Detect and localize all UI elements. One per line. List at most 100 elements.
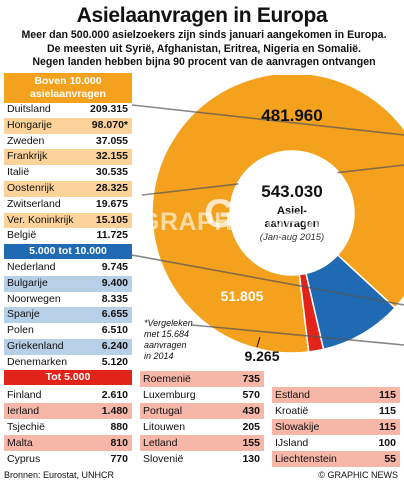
pie-chart: 543.030 Asiel-aanvragen (Jan-aug 2015) 481.… — [131, 72, 404, 364]
country-name: Frankrijk — [7, 150, 48, 163]
application-count: 28.325 — [95, 181, 128, 194]
table-row: Bulgarije 9.400 — [4, 275, 132, 292]
group-header-label: Boven 10.000 asielaanvragen — [30, 75, 106, 100]
center-note: (Jan-aug 2015) — [260, 232, 324, 243]
page-title: Asielaanvragen in Europa — [76, 4, 328, 27]
country-name: Portugal — [143, 405, 183, 417]
country-name: Polen — [7, 324, 34, 337]
application-count: 115 — [379, 421, 396, 433]
country-name: Tsjechië — [7, 421, 45, 433]
application-count: 37.055 — [95, 134, 128, 147]
application-count: 5.120 — [101, 355, 128, 368]
group-header-label: 5.000 tot 10.000 — [29, 245, 107, 257]
table-row: Ierland 1.480 — [4, 403, 132, 419]
table-row: Polen 6.510 — [4, 323, 132, 339]
barbed-wire-decoration — [191, 324, 404, 346]
country-name: Zwitserland — [7, 197, 61, 210]
table-row: Finland 2.610 — [4, 387, 132, 403]
table-row: IJsland 100 — [272, 435, 400, 451]
application-count: 55 — [384, 453, 396, 465]
application-count: 15.105 — [95, 213, 128, 226]
application-count: 30.535 — [95, 166, 128, 179]
country-name: Ver. Koninkrijk — [7, 213, 74, 226]
table-row: Zweden 37.055 — [4, 134, 132, 150]
application-count: 810 — [110, 437, 128, 449]
donut-center — [231, 152, 353, 274]
table-row: Nederland 9.745 — [4, 260, 132, 276]
table-row: Slovenië 130 — [140, 451, 264, 467]
gn-logo-watermark: GN — [204, 192, 264, 236]
group-header-above-10000: Boven 10.000 asielaanvragen — [4, 73, 132, 103]
application-count: 98.070* — [91, 118, 128, 131]
country-name: Finland — [7, 389, 42, 401]
table-row: Zwitserland 19.675 — [4, 197, 132, 213]
table-row: Hongarije 98.070* — [4, 117, 132, 134]
table-row: Noorwegen 8.335 — [4, 292, 132, 308]
country-name: Bulgarije — [7, 276, 48, 289]
table-row: Estland 115 — [272, 387, 400, 403]
country-name: Noorwegen — [7, 292, 61, 305]
application-count: 2.610 — [101, 389, 128, 401]
application-count: 6.510 — [101, 324, 128, 337]
country-name: Kroatië — [275, 405, 309, 417]
country-name: Estland — [275, 389, 311, 401]
application-count: 8.335 — [101, 292, 128, 305]
barbed-wire-decoration — [131, 254, 404, 306]
country-name: Nederland — [7, 261, 56, 273]
country-name: Slowakije — [275, 421, 320, 433]
country-name: IJsland — [275, 437, 309, 449]
table-row: Cyprus 770 — [4, 451, 132, 467]
group-header-below-5000: Tot 5.000 — [4, 370, 132, 385]
application-count: 11.725 — [96, 229, 128, 242]
country-name: Slovenië — [143, 453, 184, 465]
group-header-label: Tot 5.000 — [45, 371, 91, 383]
country-name: Zweden — [7, 134, 45, 147]
application-count: 9.400 — [101, 276, 128, 289]
application-count: 130 — [242, 453, 260, 465]
country-name: Cyprus — [7, 453, 41, 465]
table-below-5000-col1: Finland 2.610 Ierland 1.480 Tsjechië 880 Malta… — [4, 387, 132, 467]
country-name: Liechtenstein — [275, 453, 337, 465]
table-row: Frankrijk 32.155 — [4, 149, 132, 166]
subtitle-line-3: Negen landen hebben bijna 90 procent van… — [32, 56, 376, 68]
application-count: 155 — [242, 437, 260, 449]
table-below-5000-col2: Roemenië 735 Luxemburg 570 Portugal 430 Litouw… — [140, 371, 264, 467]
table-row: Litouwen 205 — [140, 419, 264, 435]
group-header-5000-10000: 5.000 tot 10.000 — [4, 244, 132, 259]
application-count: 115 — [379, 405, 396, 417]
table-row: Roemenië 735 — [140, 371, 264, 387]
slice-value-label: 9.265 — [244, 348, 279, 364]
table-row: Griekenland 6.240 — [4, 338, 132, 355]
pie-slice — [151, 72, 404, 354]
table-row: Letland 155 — [140, 435, 264, 451]
center-total-value: 543.030 — [261, 182, 322, 201]
country-name: Denemarken — [7, 355, 68, 368]
slice-value-label: 51.805 — [221, 288, 264, 304]
pie-slice — [298, 272, 325, 353]
credit: © GRAPHIC NEWS — [318, 470, 398, 480]
country-name: Malta — [7, 437, 33, 449]
table-row: Portugal 430 — [140, 403, 264, 419]
source-note: Bronnen: Eurostat, UNHCR — [4, 470, 115, 480]
application-count: 430 — [242, 405, 260, 417]
country-name: Italië — [7, 166, 30, 179]
table-row: Liechtenstein 55 — [272, 451, 400, 467]
footnote-line: *Vergeleken — [144, 318, 193, 328]
pie-chart-area: 543.030 Asiel-aanvragen (Jan-aug 2015) 481.… — [131, 72, 404, 365]
application-count: 735 — [242, 373, 260, 385]
subtitle-line-2: De meesten uit Syrië, Afghanistan, Eritr… — [47, 42, 361, 55]
pointer-line — [256, 336, 261, 348]
table-row: Tsjechië 880 — [4, 419, 132, 435]
table-row: Duitsland 209.315 — [4, 102, 132, 118]
application-count: 1.480 — [101, 405, 128, 417]
watermark-text: GRAPHIC NEWS — [140, 208, 344, 236]
center-label-line-1: Asiel- — [277, 205, 307, 217]
table-row: Denemarken 5.120 — [4, 355, 132, 371]
table-row: Luxemburg 570 — [140, 387, 264, 403]
country-name: België — [7, 229, 37, 242]
application-count: 205 — [242, 421, 260, 433]
subtitle-line-1: Meer dan 500.000 asielzoekers zijn sinds… — [21, 29, 387, 41]
application-count: 115 — [379, 389, 396, 401]
slice-value-label: 481.960 — [261, 106, 322, 125]
application-count: 100 — [378, 437, 396, 449]
